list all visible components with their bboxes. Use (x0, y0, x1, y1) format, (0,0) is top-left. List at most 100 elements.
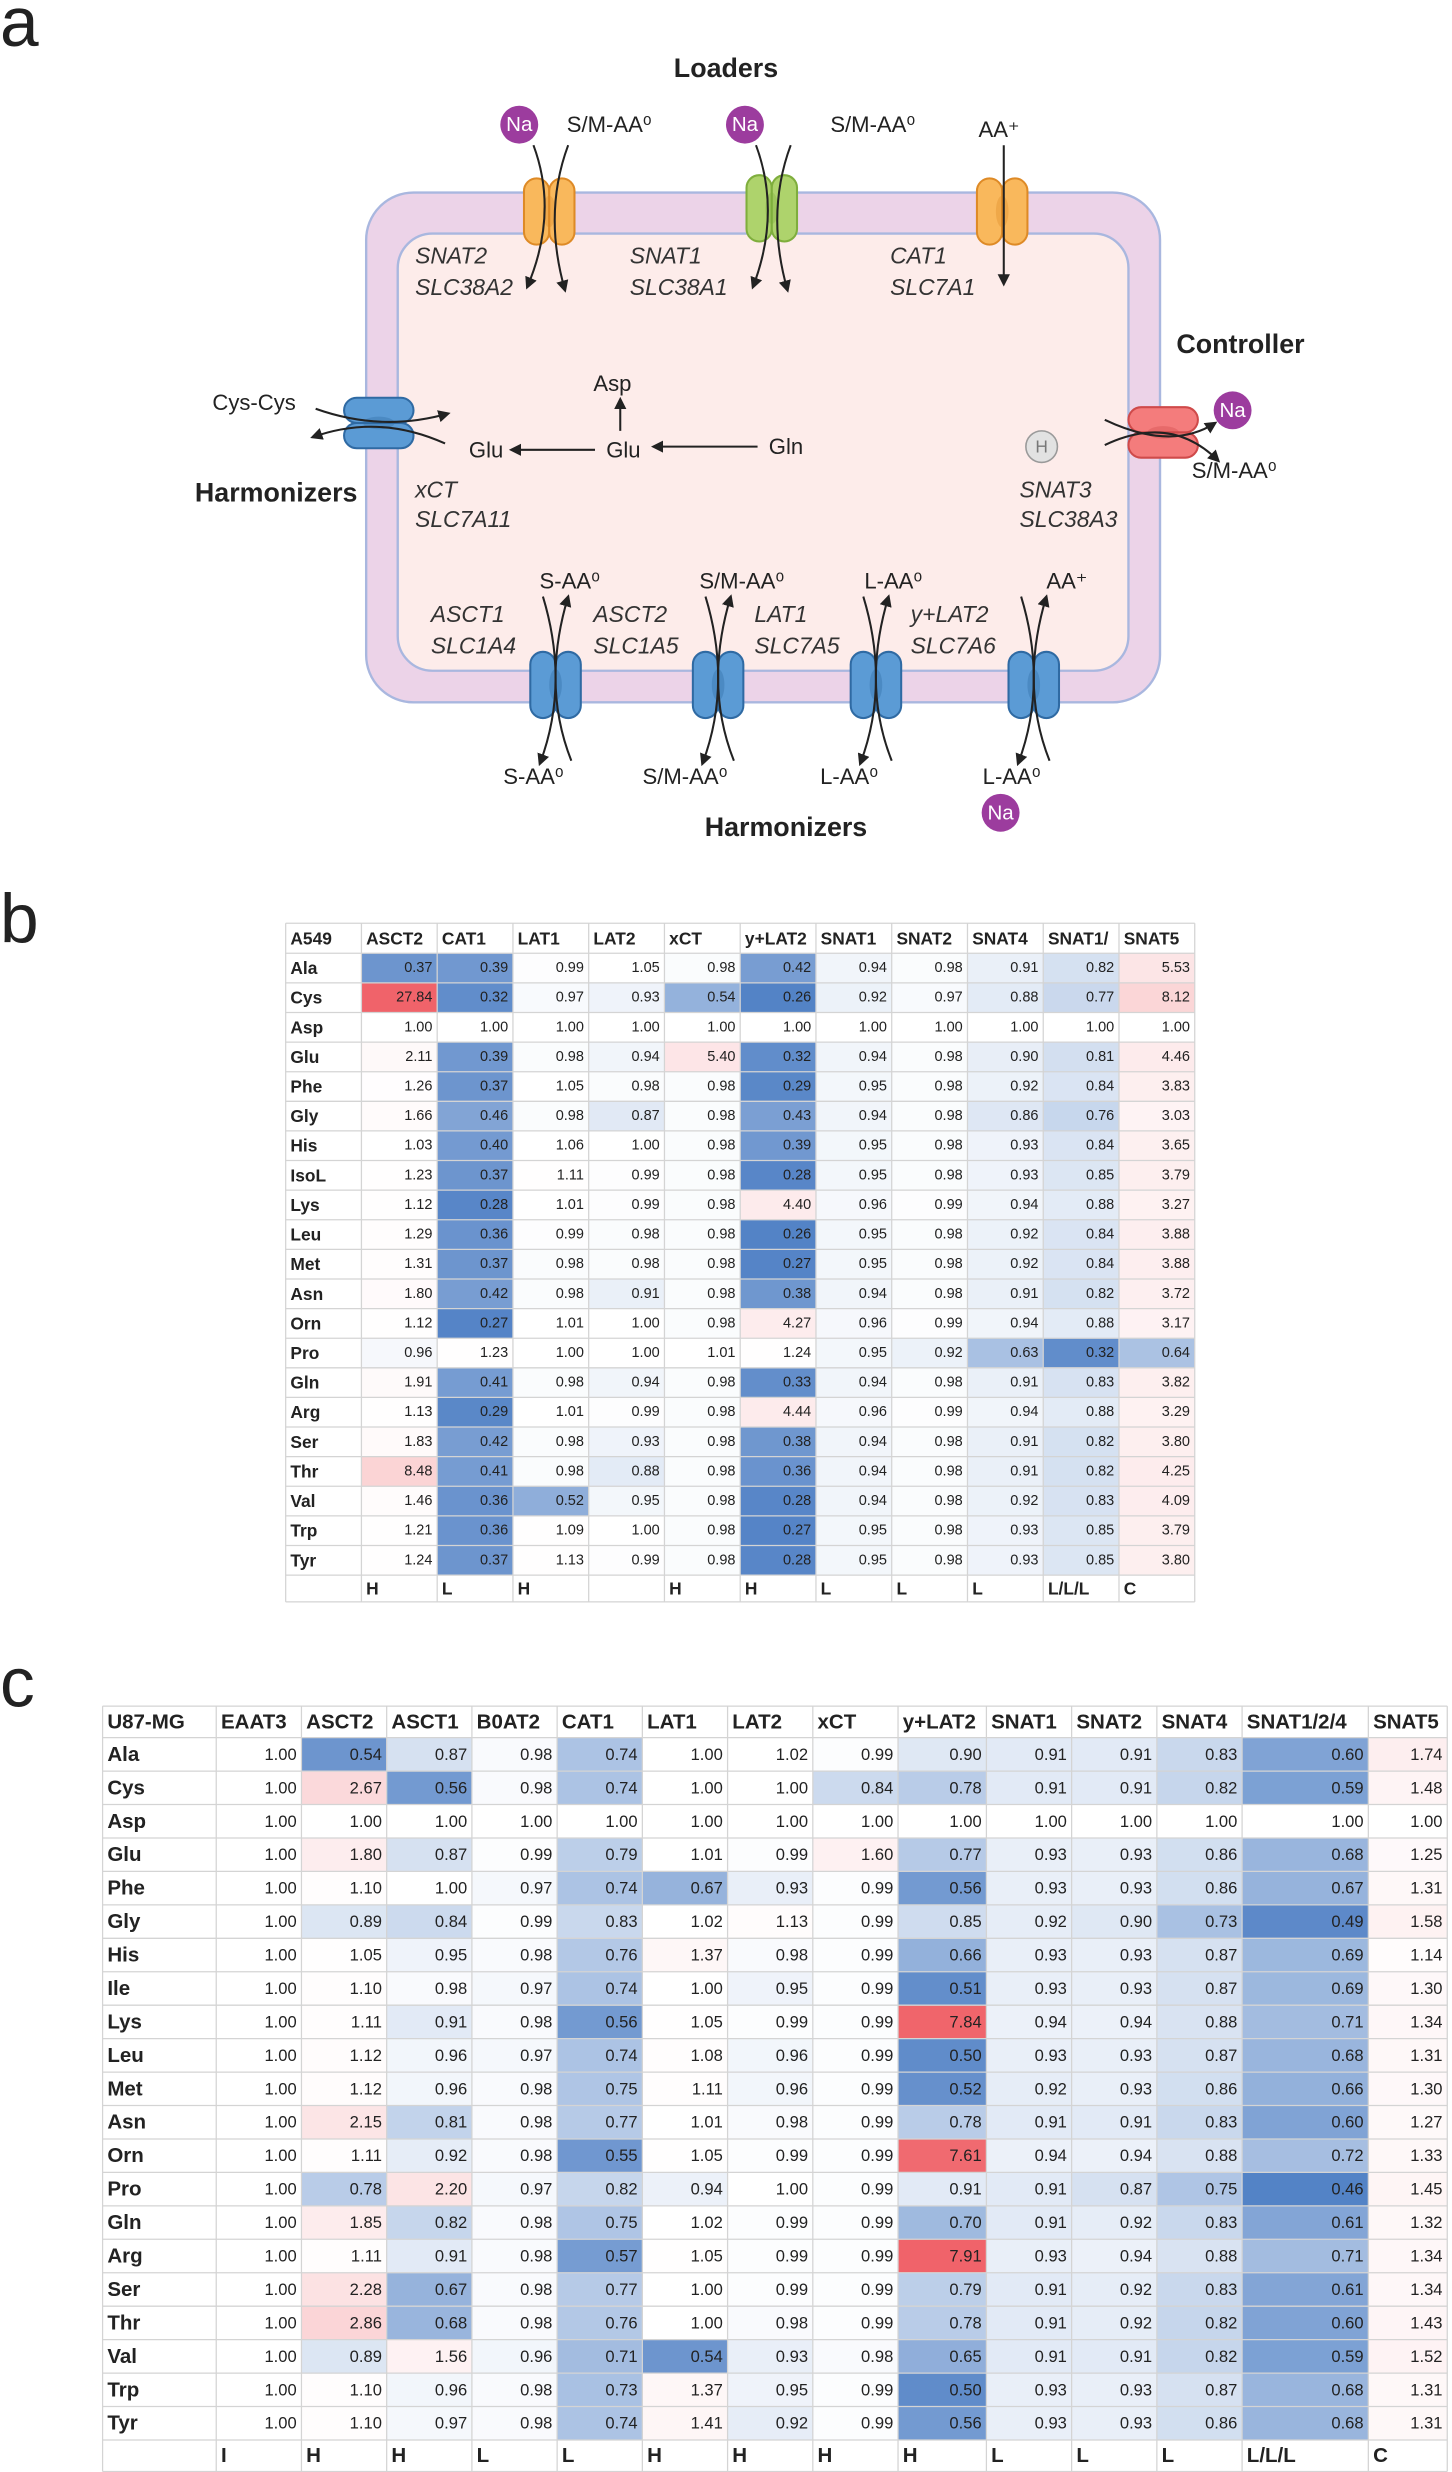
heat-cell (301, 1837, 387, 1872)
heat-cell (557, 2239, 643, 2273)
arrow (310, 425, 446, 445)
heat-cell (1156, 1871, 1243, 1905)
heat-cell (986, 2072, 1072, 2106)
heat-cell (727, 2406, 813, 2440)
cell-value: 0.83 (1086, 1375, 1114, 1391)
row-header: Asn (290, 1284, 323, 1304)
cell-value: 0.99 (861, 2012, 893, 2031)
cell-value: 0.84 (435, 1912, 467, 1931)
cell-value: 0.86 (1205, 2079, 1237, 2098)
cell-value: 0.87 (1205, 1979, 1237, 1998)
row-header: Asp (290, 1017, 323, 1037)
heat-cell (1156, 2172, 1243, 2206)
heat-cell (812, 2205, 899, 2240)
cell-value: 1.43 (1410, 2313, 1442, 2332)
footer-label: H (518, 1579, 531, 1599)
cell-value: 1.00 (264, 2113, 296, 2132)
transporter-name: SNAT1 (630, 243, 702, 269)
heat-cell (898, 1904, 987, 1939)
heat-cell (361, 1219, 438, 1250)
heat-cell (1242, 1904, 1369, 1939)
cell-value: 0.71 (605, 2347, 637, 2366)
heat-cell (740, 1278, 816, 1309)
cell-value: 1.09 (556, 1523, 584, 1539)
heat-cell (437, 1190, 513, 1220)
cell-value: 1.00 (1086, 1019, 1114, 1035)
cell-value: 0.28 (783, 1167, 811, 1183)
row-header: Asp (107, 1810, 146, 1833)
heat-cell (1156, 2005, 1243, 2039)
ion: Na (988, 801, 1015, 824)
cell-value: 0.86 (1010, 1108, 1038, 1124)
cell-value: 1.00 (691, 2280, 723, 2299)
heat-cell (891, 1160, 968, 1191)
cell-value: 1.01 (691, 1845, 723, 1864)
cell-value: 0.59 (1331, 1778, 1363, 1797)
cell-value: 0.98 (707, 1463, 735, 1479)
heat-cell (664, 1545, 741, 1576)
heat-cell (1118, 1456, 1195, 1487)
cell-value: 0.50 (949, 2380, 981, 2399)
cell-value: 0.92 (1010, 1079, 1038, 1095)
cell-value: 0.98 (935, 1138, 963, 1154)
heat-cell (216, 2306, 302, 2340)
heat-cell (301, 2239, 387, 2273)
heat-cell (216, 1971, 302, 2006)
heat-cell (1368, 2406, 1448, 2440)
cell-value: 1.00 (264, 1879, 296, 1898)
cell-value: 0.93 (776, 1879, 808, 1898)
cell-value: 1.00 (1035, 1812, 1067, 1831)
ion: Na (732, 113, 759, 136)
cell-value: 0.93 (1010, 1552, 1038, 1568)
heat-cell (1156, 1938, 1243, 1972)
heat-cell (301, 1737, 387, 1772)
footer-label: L (972, 1579, 983, 1599)
heat-cell (1043, 1130, 1119, 1161)
heat-cell (740, 1367, 816, 1398)
cell-value: 0.98 (520, 2313, 552, 2332)
cell-value: 1.00 (631, 1019, 659, 1035)
footer-label: L (442, 1579, 453, 1599)
heat-cell (986, 2138, 1072, 2173)
heat-cell (512, 1219, 589, 1250)
heat-cell (891, 1071, 968, 1102)
cell-value: 2.15 (350, 2113, 382, 2132)
cell-value: 1.41 (691, 2414, 723, 2433)
heat-cell (1071, 2005, 1157, 2039)
cell-value: 0.94 (859, 960, 887, 976)
row-header: Lys (107, 2010, 142, 2033)
footer-label: I (221, 2444, 227, 2467)
transporter (975, 177, 1029, 246)
heat-cell (437, 1486, 513, 1516)
heat-cell (898, 2373, 987, 2407)
heat-cell (898, 2038, 987, 2073)
heat-cell (437, 1249, 513, 1279)
heat-cell (1043, 1545, 1119, 1576)
cell-value: 1.11 (351, 2012, 382, 2031)
cell-value: 0.92 (435, 2146, 467, 2165)
cell-value: 0.93 (1035, 1946, 1067, 1965)
cell-value: 0.74 (605, 1745, 637, 1764)
heat-cell (986, 2105, 1072, 2139)
cell-value: 1.00 (264, 2347, 296, 2366)
heat-cell (588, 953, 665, 983)
transporter-gene: SLC7A6 (911, 633, 996, 659)
cell-value: 1.00 (556, 1019, 584, 1035)
cell-value: 0.86 (1205, 1879, 1237, 1898)
heat-cell (1368, 1737, 1448, 1772)
footer-label: L (1076, 2444, 1089, 2467)
heat-cell (815, 1219, 892, 1250)
heat-cell (361, 1338, 438, 1368)
cell-value: 0.42 (480, 1434, 508, 1450)
cell-value: 0.91 (1010, 1463, 1038, 1479)
footer-label: H (366, 1579, 379, 1599)
cell-value: 0.52 (949, 2079, 981, 2098)
heading: Controller (1176, 329, 1305, 359)
cell-value: 0.94 (691, 2180, 723, 2199)
heat-cell (437, 1071, 513, 1102)
row-header: Phe (107, 1877, 145, 1900)
heat-cell (301, 1871, 387, 1905)
cell-value: 1.14 (1410, 1946, 1442, 1965)
heat-cell (898, 2172, 987, 2206)
